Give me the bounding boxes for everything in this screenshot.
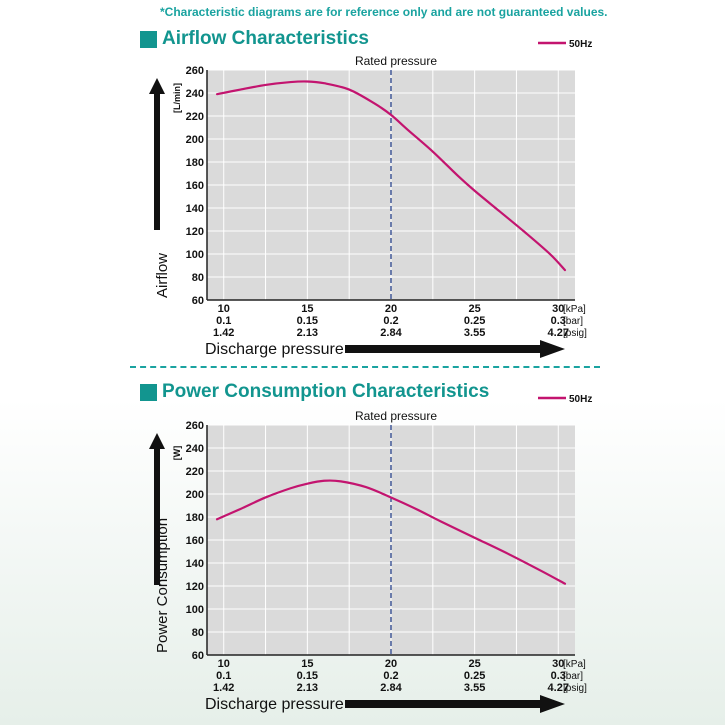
- power-y-tick-label: 100: [186, 604, 204, 616]
- airflow-y-tick-label: 240: [186, 88, 204, 100]
- airflow-chart: 60 80 100 120 140 160 180 200 220 240 260 [L/min] Ai…: [149, 39, 592, 358]
- power-x-tick-psig: 2.84: [380, 682, 402, 694]
- power-section-title: Power Consumption Characteristics: [140, 380, 489, 404]
- airflow-x-tick-kpa: 20: [385, 303, 397, 315]
- airflow-x-unit: [bar]: [563, 316, 583, 327]
- power-x-tick-bar: 0.25: [464, 670, 485, 682]
- power-x-tick-bar: 0.3: [551, 670, 566, 682]
- airflow-x-unit: [kPa]: [563, 304, 586, 315]
- power-y-axis-label: Power Consumption: [154, 518, 171, 653]
- airflow-y-tick-label: 140: [186, 203, 204, 215]
- airflow-x-tick-kpa: 15: [301, 303, 313, 315]
- power-rated-pressure-label: Rated pressure: [355, 409, 437, 423]
- power-x-tick-bar: 0.1: [216, 670, 231, 682]
- power-x-tick-kpa: 10: [218, 658, 230, 670]
- disclaimer-note: *Characteristic diagrams are for referen…: [160, 5, 608, 19]
- title-square-icon: [140, 30, 157, 48]
- power-x-tick-psig: 2.13: [297, 682, 318, 694]
- airflow-x-arrow-shaft: [345, 345, 545, 353]
- airflow-x-axis-label: Discharge pressure: [205, 341, 344, 358]
- airflow-x-tick-psig: 4.27: [548, 327, 569, 339]
- airflow-x-tick-bar: 0.15: [297, 315, 318, 327]
- airflow-x-tick-bar: 0.25: [464, 315, 485, 327]
- airflow-series-line: [215, 80, 567, 272]
- airflow-x-unit: [psig]: [563, 328, 587, 339]
- power-y-tick-label: 240: [186, 443, 204, 455]
- power-x-arrow-shaft: [345, 700, 545, 708]
- airflow-x-tick-psig: 3.55: [464, 327, 485, 339]
- power-y-unit: [W]: [172, 446, 182, 461]
- power-consumption-chart: 60 80 100 120 140 160 180 200 220 240 260 [W] Power …: [149, 394, 592, 713]
- airflow-x-tick-kpa: 25: [469, 303, 481, 315]
- power-x-tick-psig: 3.55: [464, 682, 485, 694]
- power-x-unit: [bar]: [563, 671, 583, 682]
- power-y-tick-label: 80: [192, 627, 204, 639]
- airflow-y-tick-label: 200: [186, 134, 204, 146]
- title-square-icon: [140, 383, 157, 401]
- power-x-tick-kpa: 15: [301, 658, 313, 670]
- airflow-y-tick-label: 120: [186, 226, 204, 238]
- power-y-arrow-shaft: [154, 447, 160, 585]
- power-y-tick-label: 200: [186, 489, 204, 501]
- section-divider: [130, 366, 600, 368]
- power-series-line: [215, 479, 567, 585]
- airflow-legend-label: 50Hz: [569, 39, 592, 50]
- airflow-x-tick-bar: 0.1: [216, 315, 231, 327]
- power-x-tick-kpa: 20: [385, 658, 397, 670]
- power-y-tick-label: 60: [192, 650, 204, 662]
- power-x-tick-psig: 4.27: [548, 682, 569, 694]
- power-x-tick-psig: 1.42: [213, 682, 234, 694]
- power-y-tick-label: 160: [186, 535, 204, 547]
- airflow-y-tick-label: 160: [186, 180, 204, 192]
- airflow-x-tick-kpa: 10: [218, 303, 230, 315]
- airflow-x-tick-bar: 0.2: [383, 315, 398, 327]
- airflow-y-tick-label: 180: [186, 157, 204, 169]
- airflow-x-tick-psig: 1.42: [213, 327, 234, 339]
- airflow-title-text: Airflow Characteristics: [162, 28, 369, 49]
- power-legend-label: 50Hz: [569, 394, 592, 405]
- airflow-x-tick-kpa: 30: [552, 303, 564, 315]
- airflow-y-axis-label: Airflow: [154, 253, 171, 298]
- airflow-y-tick-label: 260: [186, 65, 204, 77]
- power-y-arrow-head-icon: [149, 433, 165, 449]
- power-x-tick-kpa: 25: [469, 658, 481, 670]
- airflow-y-unit: [L/min]: [172, 83, 182, 113]
- power-y-tick-label: 180: [186, 512, 204, 524]
- power-x-tick-bar: 0.2: [383, 670, 398, 682]
- airflow-rated-pressure-label: Rated pressure: [355, 54, 437, 68]
- power-x-unit: [kPa]: [563, 659, 586, 670]
- airflow-x-tick-psig: 2.13: [297, 327, 318, 339]
- airflow-y-tick-label: 100: [186, 249, 204, 261]
- power-x-axis-label: Discharge pressure: [205, 696, 344, 713]
- airflow-y-tick-label: 220: [186, 111, 204, 123]
- airflow-y-tick-label: 80: [192, 272, 204, 284]
- power-y-tick-label: 260: [186, 420, 204, 432]
- power-title-text: Power Consumption Characteristics: [162, 381, 490, 402]
- power-y-tick-label: 120: [186, 581, 204, 593]
- airflow-y-tick-label: 60: [192, 295, 204, 307]
- airflow-x-tick-psig: 2.84: [380, 327, 402, 339]
- power-y-tick-label: 140: [186, 558, 204, 570]
- power-x-unit: [psig]: [563, 683, 587, 694]
- airflow-y-arrow-head-icon: [149, 78, 165, 94]
- airflow-x-arrow-head-icon: [540, 340, 565, 358]
- airflow-y-arrow-shaft: [154, 92, 160, 230]
- airflow-x-tick-bar: 0.3: [551, 315, 566, 327]
- power-x-arrow-head-icon: [540, 695, 565, 713]
- airflow-section-title: Airflow Characteristics: [140, 27, 369, 51]
- power-x-tick-bar: 0.15: [297, 670, 318, 682]
- power-y-tick-label: 220: [186, 466, 204, 478]
- power-x-tick-kpa: 30: [552, 658, 564, 670]
